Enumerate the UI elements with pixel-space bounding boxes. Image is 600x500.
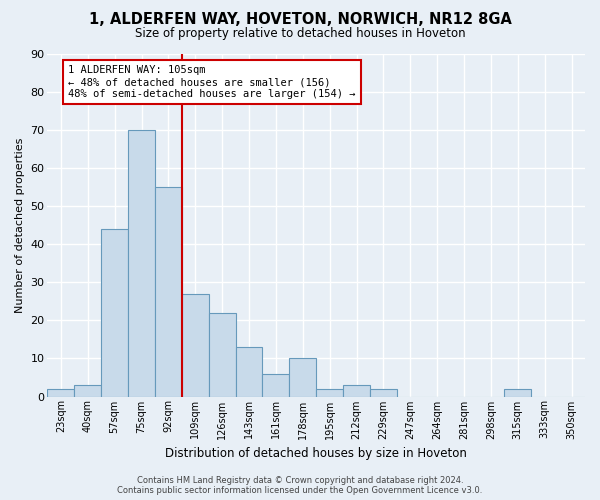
Bar (505, 389, 531, 396)
X-axis label: Distribution of detached houses by size in Hoveton: Distribution of detached houses by size … (165, 447, 467, 460)
Text: 1 ALDERFEN WAY: 105sqm
← 48% of detached houses are smaller (156)
48% of semi-de: 1 ALDERFEN WAY: 105sqm ← 48% of detached… (68, 66, 356, 98)
Bar (101, 229, 128, 396)
Bar (47, 389, 74, 396)
Bar (209, 313, 236, 396)
Bar (182, 294, 209, 396)
Bar (316, 389, 343, 396)
Bar (289, 358, 316, 397)
Bar (370, 389, 397, 396)
Bar (155, 187, 182, 396)
Bar (262, 374, 289, 396)
Bar (236, 347, 262, 397)
Text: Size of property relative to detached houses in Hoveton: Size of property relative to detached ho… (134, 28, 466, 40)
Text: 1, ALDERFEN WAY, HOVETON, NORWICH, NR12 8GA: 1, ALDERFEN WAY, HOVETON, NORWICH, NR12 … (89, 12, 511, 28)
Y-axis label: Number of detached properties: Number of detached properties (15, 138, 25, 313)
Text: Contains HM Land Registry data © Crown copyright and database right 2024.
Contai: Contains HM Land Registry data © Crown c… (118, 476, 482, 495)
Bar (128, 130, 155, 396)
Bar (343, 385, 370, 396)
Bar (74, 385, 101, 396)
